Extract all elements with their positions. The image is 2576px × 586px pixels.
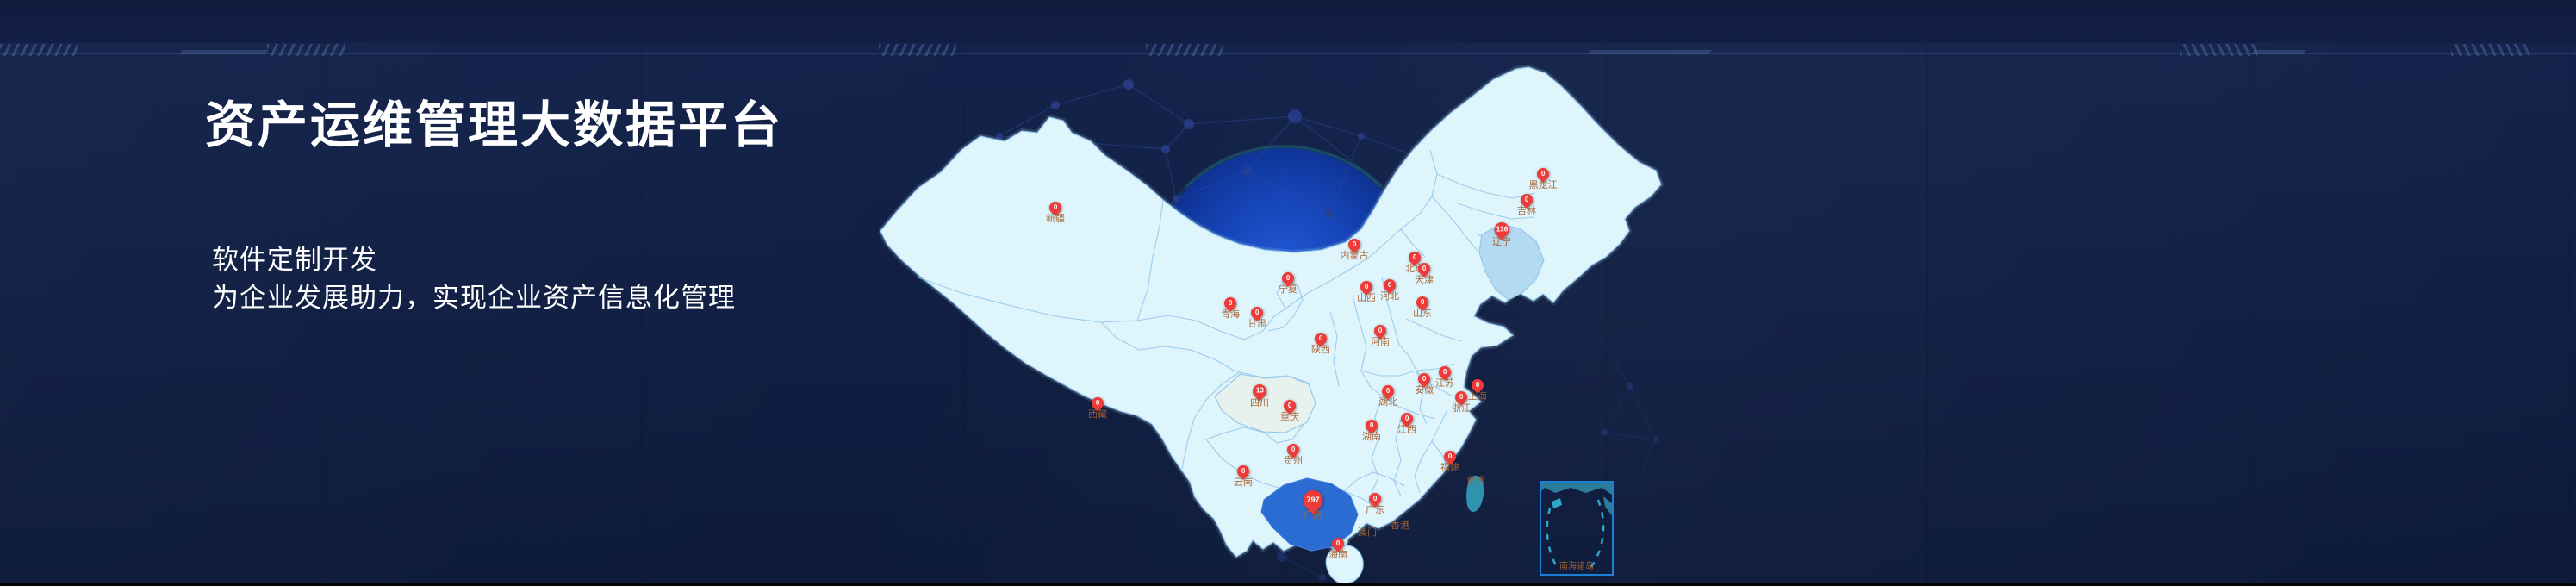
map-pin-宁夏[interactable]: 0 宁夏 — [1279, 270, 1297, 295]
map-pin-河北[interactable]: 0 河北 — [1380, 277, 1399, 302]
province-hainan[interactable] — [1325, 545, 1364, 584]
map-pins: 0 新疆 0 西藏 0 青海 0 甘肃 0 宁夏 0 内蒙古 0 黑龙江 0 吉林 136 辽宁 0 北京 0 天津 0 河北… — [879, 34, 1740, 586]
map-pin-重庆[interactable]: 0 重庆 — [1280, 397, 1299, 422]
province-liaoning[interactable] — [1478, 224, 1545, 301]
pin-province-label: 云南 — [1234, 477, 1253, 488]
map-pin-山东[interactable]: 0 山东 — [1413, 294, 1432, 319]
pin-province-label: 天津 — [1415, 275, 1434, 285]
map-pin-西藏[interactable]: 0 西藏 — [1088, 395, 1107, 420]
south-china-sea-inset: 南海诸岛 — [1540, 481, 1614, 576]
hatch-decor — [2180, 44, 2257, 56]
pin-province-label: 青海 — [1221, 309, 1240, 320]
map-pin-内蒙古[interactable]: 0 内蒙古 — [1341, 236, 1369, 261]
map-pin-海南[interactable]: 0 海南 — [1328, 535, 1347, 560]
map-pin-甘肃[interactable]: 0 甘肃 — [1248, 304, 1266, 329]
pin-province-label: 陕西 — [1311, 345, 1330, 355]
pin-province-label: 宁夏 — [1279, 284, 1297, 295]
pin-province-label: 河北 — [1380, 291, 1399, 302]
hatch-decor — [2451, 44, 2529, 56]
pin-province-label: 江苏 — [1435, 378, 1454, 389]
china-mainland[interactable] — [880, 66, 1662, 560]
pin-province-label: 河南 — [1371, 337, 1390, 347]
map-pin-新疆[interactable]: 0 新疆 — [1046, 199, 1065, 224]
dash-decor — [178, 50, 270, 54]
map-pin-黑龙江[interactable]: 0 黑龙江 — [1529, 165, 1558, 190]
top-divider-line — [0, 53, 2576, 54]
hatch-decor — [1146, 44, 1223, 56]
map-pin-陕西[interactable]: 0 陕西 — [1311, 330, 1330, 355]
province-sichuan[interactable] — [1214, 373, 1316, 433]
hatch-decor — [267, 44, 345, 56]
page-subtitle: 软件定制开发 为企业发展助力，实现企业资产信息化管理 — [212, 241, 736, 317]
map-pin-安徽[interactable]: 0 安徽 — [1415, 371, 1434, 396]
map-pin-广东[interactable]: 0 广东 — [1366, 490, 1384, 515]
pin-province-label: 上海 — [1468, 391, 1487, 402]
pin-province-label: 广东 — [1366, 505, 1384, 515]
pin-province-label: 黑龙江 — [1528, 180, 1558, 190]
pin-province-label: 吉林 — [1517, 206, 1536, 216]
pin-province-label: 山东 — [1413, 309, 1432, 319]
pin-province-label: 重庆 — [1280, 412, 1299, 422]
page-title: 资产运维管理大数据平台 — [205, 97, 784, 153]
map-pin-广西[interactable]: 797 广西 — [1298, 486, 1328, 521]
map-pin-福建[interactable]: 0 福建 — [1440, 448, 1459, 473]
map-pin-北京[interactable]: 0 北京 — [1405, 249, 1424, 274]
pin-province-label: 福建 — [1440, 463, 1459, 473]
map-pin-天津[interactable]: 0 天津 — [1415, 260, 1434, 285]
pin-province-label: 浙江 — [1452, 403, 1471, 414]
pin-province-label: 新疆 — [1046, 214, 1065, 224]
bottom-border-line — [0, 583, 2576, 586]
pin-province-label: 江西 — [1397, 425, 1416, 435]
dash-decor — [2250, 50, 2307, 54]
hatch-decor — [879, 44, 956, 56]
region-label-台湾: 台湾 — [1466, 476, 1485, 486]
map-pin-吉林[interactable]: 0 吉林 — [1517, 191, 1536, 216]
map-pin-云南[interactable]: 0 云南 — [1234, 463, 1253, 488]
province-taiwan[interactable] — [1466, 475, 1484, 513]
pin-province-label: 海南 — [1328, 550, 1347, 560]
map-pin-辽宁[interactable]: 136 辽宁 — [1490, 219, 1513, 247]
map-pin-四川[interactable]: 13 四川 — [1249, 381, 1270, 408]
pin-province-label: 广西 — [1304, 510, 1322, 521]
pin-province-label: 内蒙古 — [1340, 251, 1369, 261]
pin-province-label: 安徽 — [1415, 385, 1434, 396]
pin-province-label: 湖北 — [1378, 397, 1397, 408]
top-decor-band — [0, 0, 2576, 43]
map-pin-河南[interactable]: 0 河南 — [1371, 322, 1390, 347]
map-pin-江苏[interactable]: 0 江苏 — [1435, 364, 1454, 389]
china-map-svg[interactable] — [879, 34, 1740, 586]
map-pin-贵州[interactable]: 0 贵州 — [1284, 441, 1303, 466]
map-pin-上海[interactable]: 0 上海 — [1468, 377, 1487, 402]
map-pin-青海[interactable]: 0 青海 — [1221, 295, 1240, 320]
pin-province-label: 西藏 — [1088, 409, 1107, 420]
map-pin-湖北[interactable]: 0 湖北 — [1378, 383, 1397, 408]
inset-label: 南海诸岛 — [1559, 562, 1594, 571]
map-pin-江西[interactable]: 0 江西 — [1397, 410, 1416, 435]
region-label-香港: 香港 — [1391, 521, 1409, 531]
hatch-decor — [0, 44, 78, 56]
china-map-visualization[interactable]: 0 新疆 0 西藏 0 青海 0 甘肃 0 宁夏 0 内蒙古 0 黑龙江 0 吉林 136 辽宁 0 北京 0 天津 0 河北… — [879, 34, 1740, 586]
subtitle-line-1: 软件定制开发 — [212, 245, 377, 275]
map-pin-浙江[interactable]: 0 浙江 — [1452, 389, 1471, 414]
pin-province-label: 贵州 — [1284, 456, 1303, 466]
pin-province-label: 山西 — [1357, 293, 1376, 303]
province-guangxi[interactable] — [1260, 477, 1359, 552]
map-pin-湖南[interactable]: 0 湖南 — [1362, 417, 1381, 442]
pin-province-label: 辽宁 — [1492, 237, 1511, 247]
pin-province-label: 四川 — [1250, 398, 1269, 408]
pin-province-label: 湖南 — [1362, 432, 1381, 442]
pin-province-label: 甘肃 — [1248, 319, 1266, 329]
subtitle-line-2: 为企业发展助力，实现企业资产信息化管理 — [212, 283, 736, 313]
map-pin-山西[interactable]: 0 山西 — [1357, 278, 1376, 303]
region-label-澳门: 澳门 — [1358, 527, 1377, 538]
inset-islands — [1541, 483, 1612, 568]
